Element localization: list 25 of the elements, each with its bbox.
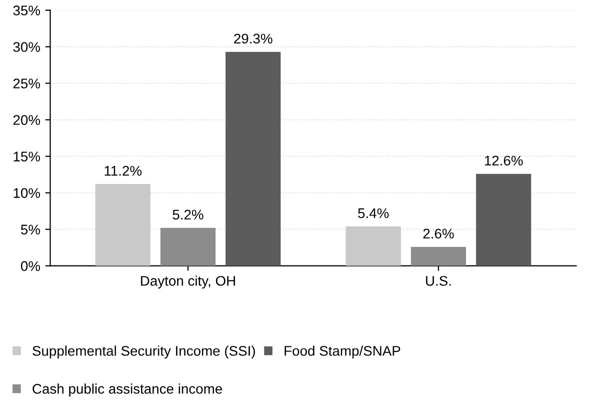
data-label: 5.2% <box>172 210 204 220</box>
y-tick-label: 25% <box>13 78 40 88</box>
data-label: 11.2% <box>104 166 142 176</box>
data-label: 12.6% <box>484 156 523 166</box>
y-tick-label: 35% <box>13 6 40 16</box>
y-tick-label: 0% <box>20 261 40 272</box>
legend-label: Cash public assistance income <box>32 384 222 396</box>
y-tick-label: 5% <box>20 224 40 234</box>
bar <box>476 174 532 266</box>
y-tick-label: 20% <box>13 115 40 125</box>
x-tick-label: Dayton city, OH <box>141 276 235 289</box>
legend-label: Food Stamp/SNAP <box>284 346 400 359</box>
bar <box>95 184 150 266</box>
data-label: 29.3% <box>234 34 272 44</box>
bar <box>346 226 401 266</box>
y-tick-label: 30% <box>13 42 40 52</box>
data-label: 5.4% <box>358 208 389 218</box>
bar <box>410 246 466 266</box>
bar <box>226 52 281 266</box>
legend-label: Supplemental Security Income (SSI) <box>32 346 255 359</box>
y-tick-label: 15% <box>14 152 40 162</box>
bar <box>160 228 216 266</box>
x-tick-label: U.S. <box>426 276 451 286</box>
y-tick-label: 10% <box>14 188 40 198</box>
data-label: 2.6% <box>423 228 454 239</box>
